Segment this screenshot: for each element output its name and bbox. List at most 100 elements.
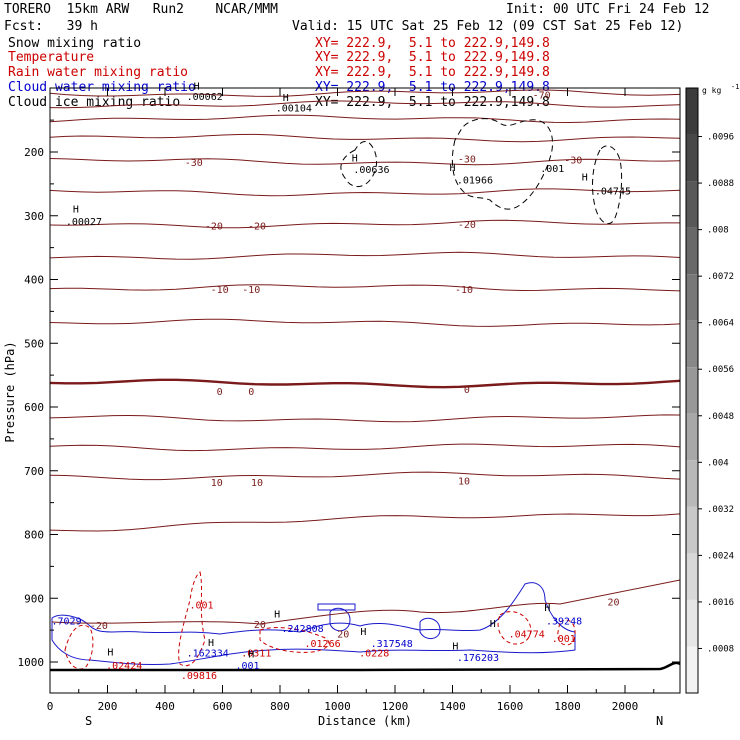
ground-surface	[50, 661, 681, 693]
cloud-water-contour	[51, 582, 576, 666]
maximum-h-marker: H	[208, 638, 214, 649]
maximum-value-label: .242808	[282, 624, 324, 635]
valid-time: Valid: 15 UTC Sat 25 Feb 12 (09 CST Sat …	[292, 19, 684, 34]
maximum-h-marker: H	[360, 627, 366, 638]
isotherm-line	[49, 443, 681, 452]
maximum-value-label: .04745	[595, 186, 631, 197]
hydrometeor-contours	[51, 118, 681, 670]
isotherm-line	[49, 188, 681, 197]
x-tick-label: 0	[47, 700, 54, 713]
isotherm-line-20	[51, 579, 681, 625]
isotherm-line	[49, 251, 681, 260]
x-tick-label: 1800	[554, 700, 581, 713]
isotherm-line	[49, 414, 681, 423]
contour-labels: -70 -30 -30 -30 -20 -20 -20 -10 -10 -10 0 0 0 10 10 10 2…	[52, 82, 632, 682]
x-tick-label: 1400	[439, 700, 466, 713]
maximum-h-marker: H	[274, 609, 280, 620]
isotherm-label: 0	[217, 387, 223, 398]
isotherm-label: -10	[455, 285, 473, 296]
colorbar-tick-label: .0008	[707, 644, 734, 654]
isotherm-label: -30	[185, 158, 203, 169]
colorbar: .0096 .0088 .008 .0072 .0064 .0056 .0048 .004 .0…	[685, 83, 739, 694]
isotherm-line	[49, 100, 681, 109]
maximum-h-marker: H	[452, 641, 458, 652]
maximum-value-label: .001	[236, 661, 260, 672]
isotherm-label: 20	[607, 597, 619, 608]
x-axis-title: Distance (km)	[318, 714, 412, 728]
isotherm-label: -30	[458, 154, 476, 165]
model-title: TORERO 15km ARW Run2 NCAR/MMM	[4, 2, 278, 17]
maximum-h-marker: H	[107, 648, 113, 659]
maximum-h-marker: H	[490, 619, 496, 630]
maximum-h-marker: H	[248, 650, 254, 661]
rain-water-contour	[178, 571, 206, 667]
legend-label-temperature: Temperature	[8, 50, 95, 65]
maximum-h-marker: H	[544, 603, 550, 614]
isotherm-line	[49, 133, 681, 143]
maximum-value-label: .162334	[187, 648, 229, 659]
legend-label-snow: Snow mixing ratio	[8, 36, 142, 51]
isotherm-line	[49, 318, 681, 327]
ground-line	[50, 661, 681, 672]
isotherm-label: -20	[205, 221, 223, 232]
colorbar-segment	[686, 134, 698, 182]
ice-contour	[340, 141, 377, 187]
init-time: Init: 00 UTC Fri 24 Feb 12	[506, 2, 710, 17]
y-tick-label: 400	[24, 274, 44, 287]
maximum-value-label: .00104	[276, 103, 312, 114]
legend-label-cloud-ice: Cloud ice mixing ratio	[8, 95, 181, 110]
maximum-value-label: .01266	[305, 639, 341, 650]
legend-xy-temperature: XY= 222.9, 5.1 to 222.9,149.8	[315, 50, 550, 65]
legend-label-rain: Rain water mixing ratio	[8, 65, 189, 80]
isotherm-label: -70	[533, 91, 551, 102]
colorbar-segment	[686, 320, 698, 368]
x-tick-label: 200	[98, 700, 118, 713]
maximum-value-label: .02424	[106, 661, 142, 672]
isotherm-line	[49, 284, 681, 292]
colorbar-tick-label: .0024	[707, 551, 734, 561]
isotherm-line	[49, 219, 680, 229]
colorbar-tick-label: .0064	[707, 319, 734, 329]
end-label-south: S	[85, 714, 92, 728]
rain-water-contour	[497, 611, 532, 645]
colorbar-segment	[686, 599, 698, 647]
maximum-h-marker: H	[449, 163, 455, 174]
rain-water-contour	[557, 619, 576, 646]
end-label-north: N	[656, 714, 663, 728]
isotherm-label: -20	[90, 621, 108, 632]
colorbar-tick-label: .0056	[707, 365, 734, 375]
cloud-water-contour	[317, 603, 356, 611]
colorbar-tick-label: .004	[707, 458, 729, 468]
x-tick-label: 2000	[612, 700, 639, 713]
colorbar-tick-label: .0048	[707, 412, 734, 422]
maximum-h-marker: H	[582, 173, 588, 184]
colorbar-tick-label: .0096	[707, 133, 734, 143]
isotherm-label: 20	[254, 620, 266, 631]
colorbar-segment	[686, 506, 698, 554]
maximum-h-marker: H	[194, 82, 200, 93]
x-tick-label: 1600	[497, 700, 524, 713]
maximum-h-marker: H	[283, 93, 289, 104]
maximum-value-label: .04774	[509, 629, 545, 640]
y-tick-label: 600	[24, 401, 44, 414]
maximum-h-marker: H	[73, 205, 79, 216]
colorbar-segment	[686, 88, 698, 135]
ground-fill	[50, 662, 680, 693]
colorbar-tick-label: .0072	[707, 272, 734, 282]
colorbar-segment	[686, 367, 698, 414]
isotherm-line	[49, 158, 681, 166]
colorbar-unit-exponent: -1	[731, 83, 739, 91]
y-tick-label: 900	[24, 592, 44, 605]
y-tick-label: 200	[24, 146, 44, 159]
maximum-value-label: .00027	[66, 217, 102, 228]
y-tick-label: 800	[24, 529, 44, 542]
colorbar-segment	[686, 460, 698, 507]
isotherm-label: 20	[337, 629, 349, 640]
y-tick-label: 500	[24, 337, 44, 350]
colorbar-segment	[686, 413, 698, 461]
maximum-value-label: .39248	[546, 617, 582, 628]
rain-water-contour	[259, 627, 330, 653]
colorbar-segment	[686, 227, 698, 275]
isotherm-label: -10	[242, 285, 260, 296]
maximum-value-label: .01966	[457, 175, 493, 186]
